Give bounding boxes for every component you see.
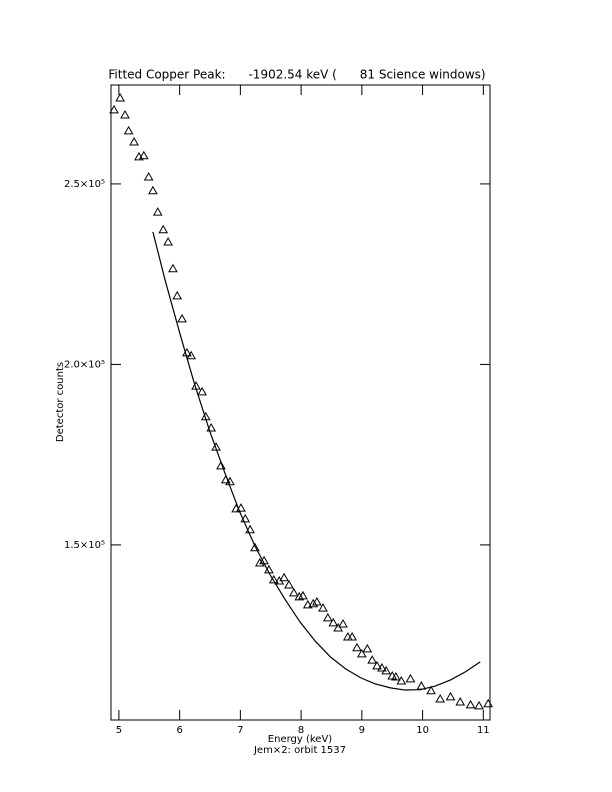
data-point	[435, 694, 446, 703]
data-point	[372, 660, 382, 670]
data-point	[138, 150, 149, 160]
data-point	[279, 572, 289, 582]
data-point	[158, 224, 169, 234]
y-axis-label: Detector counts	[55, 362, 66, 442]
data-point	[250, 542, 260, 552]
x-tick-label: 8	[298, 725, 304, 736]
data-point	[308, 598, 319, 608]
x-tick-label: 9	[359, 725, 365, 736]
data-point	[352, 642, 362, 652]
data-point	[483, 698, 494, 708]
data-point	[294, 591, 305, 601]
data-point	[405, 673, 416, 683]
data-point	[367, 655, 378, 664]
data-point	[254, 557, 265, 567]
data-point	[268, 574, 279, 584]
data-point	[396, 676, 407, 685]
y-tick-label: 1.5×10⁵	[64, 540, 105, 551]
x-axis-label: Energy (keV)	[268, 734, 333, 745]
data-point	[455, 696, 466, 706]
data-point	[216, 460, 226, 470]
data-point	[177, 313, 187, 323]
data-point	[129, 137, 139, 146]
data-point	[347, 631, 357, 641]
data-point	[168, 263, 178, 273]
y-tick-label: 2.5×10⁵	[64, 179, 105, 190]
data-point	[445, 691, 456, 701]
x-tick-label: 5	[116, 725, 122, 736]
data-point	[390, 672, 401, 681]
x-tick-label: 7	[237, 725, 243, 736]
data-point	[338, 618, 348, 628]
data-point	[172, 290, 183, 300]
data-point	[143, 172, 154, 181]
data-point	[377, 663, 387, 672]
plot-frame	[110, 84, 491, 721]
data-point	[318, 603, 328, 612]
data-point	[312, 596, 322, 606]
x-tick-label: 11	[477, 725, 490, 736]
data-point	[152, 207, 163, 216]
y-tick-label: 2.0×10⁵	[64, 359, 105, 370]
data-point	[328, 617, 339, 627]
data-point	[123, 125, 134, 135]
data-point	[206, 422, 217, 432]
data-point	[381, 665, 392, 675]
data-point	[186, 350, 197, 360]
data-point	[148, 185, 158, 195]
data-point	[474, 700, 484, 710]
data-point	[465, 699, 476, 709]
subtitle: Jem×2: orbit 1537	[253, 745, 346, 756]
data-point	[362, 643, 373, 653]
data-point	[236, 503, 246, 512]
data-point	[163, 237, 173, 246]
data-point	[356, 648, 367, 658]
x-tick-label: 10	[416, 725, 429, 736]
fit-line	[152, 231, 481, 691]
data-point	[288, 587, 299, 597]
data-point	[109, 104, 119, 114]
data-point	[322, 612, 333, 622]
data-point	[197, 386, 207, 396]
data-point	[426, 685, 436, 695]
data-point	[298, 590, 308, 600]
data-point	[115, 92, 125, 102]
x-tick-label: 6	[176, 725, 182, 736]
data-point	[302, 599, 313, 609]
chart-title: Fitted Copper Peak: -1902.54 keV ( 81 Sc…	[108, 68, 485, 82]
data-point	[120, 109, 130, 119]
data-point	[284, 579, 294, 589]
